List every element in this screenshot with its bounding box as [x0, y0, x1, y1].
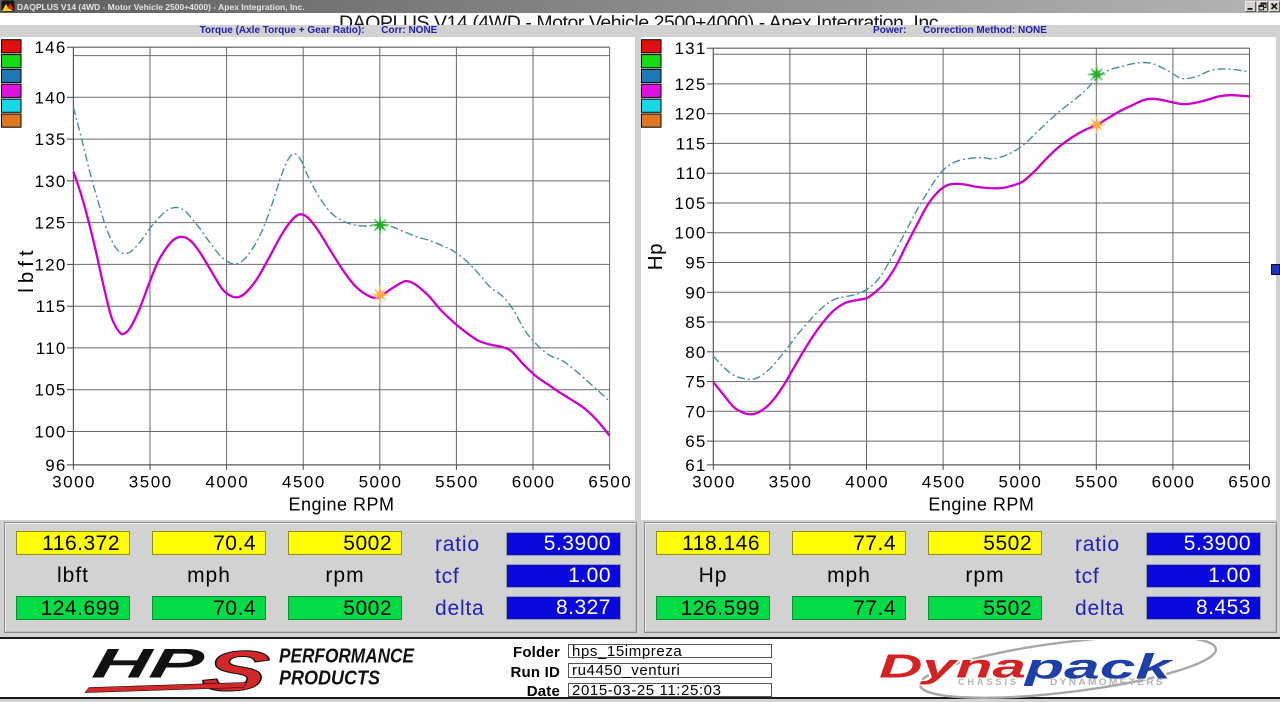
svg-text:Engine RPM: Engine RPM [288, 494, 394, 514]
svg-text:131: 131 [675, 39, 707, 58]
svg-text:146: 146 [35, 38, 67, 57]
svg-text:4000: 4000 [845, 472, 889, 491]
svg-text:3000: 3000 [692, 472, 736, 491]
svg-text:80: 80 [685, 343, 706, 362]
svg-text:6500: 6500 [1228, 472, 1272, 491]
svg-text:CHASSIS: CHASSIS [958, 677, 1019, 687]
svg-text:120: 120 [35, 255, 67, 274]
svg-text:70: 70 [685, 402, 706, 421]
svg-text:Hp: Hp [644, 243, 667, 270]
svg-text:85: 85 [685, 313, 706, 332]
svg-text:5500: 5500 [435, 472, 479, 491]
svg-text:PRODUCTS: PRODUCTS [279, 668, 381, 690]
svg-text:105: 105 [35, 381, 67, 400]
svg-text:6000: 6000 [1152, 472, 1196, 491]
svg-text:100: 100 [35, 423, 67, 442]
svg-text:S: S [197, 642, 274, 702]
svg-text:3500: 3500 [769, 472, 813, 491]
svg-text:Engine RPM: Engine RPM [928, 494, 1034, 514]
svg-text:115: 115 [676, 134, 707, 153]
svg-text:5000: 5000 [998, 472, 1042, 491]
svg-text:115: 115 [36, 297, 67, 316]
svg-text:125: 125 [35, 214, 67, 233]
svg-text:HP: HP [89, 642, 207, 686]
svg-text:4500: 4500 [282, 472, 326, 491]
svg-text:PERFORMANCE: PERFORMANCE [279, 646, 415, 668]
svg-text:4500: 4500 [922, 472, 966, 491]
svg-text:75: 75 [685, 373, 706, 392]
svg-text:110: 110 [36, 339, 67, 358]
svg-text:65: 65 [685, 432, 706, 451]
svg-text:100: 100 [675, 224, 707, 243]
svg-text:61: 61 [685, 456, 706, 475]
svg-text:pack: pack [1023, 648, 1174, 687]
svg-text:DYNAMOMETERS: DYNAMOMETERS [1050, 677, 1165, 687]
svg-text:Dyna: Dyna [879, 648, 1026, 685]
svg-text:6000: 6000 [512, 472, 556, 491]
svg-text:120: 120 [675, 105, 707, 124]
svg-text:135: 135 [35, 130, 67, 149]
svg-text:3500: 3500 [129, 472, 173, 491]
svg-text:140: 140 [35, 88, 67, 107]
svg-text:90: 90 [685, 283, 706, 302]
svg-text:96: 96 [45, 456, 66, 475]
svg-text:130: 130 [35, 172, 67, 191]
svg-text:105: 105 [675, 194, 707, 213]
svg-text:5500: 5500 [1075, 472, 1119, 491]
svg-text:4000: 4000 [205, 472, 249, 491]
svg-text:5000: 5000 [359, 472, 403, 491]
svg-text:lbft: lbft [15, 245, 38, 292]
svg-text:6500: 6500 [588, 472, 632, 491]
svg-text:95: 95 [685, 254, 706, 273]
svg-text:125: 125 [675, 75, 707, 94]
svg-text:110: 110 [676, 164, 707, 183]
svg-text:3000: 3000 [52, 472, 96, 491]
